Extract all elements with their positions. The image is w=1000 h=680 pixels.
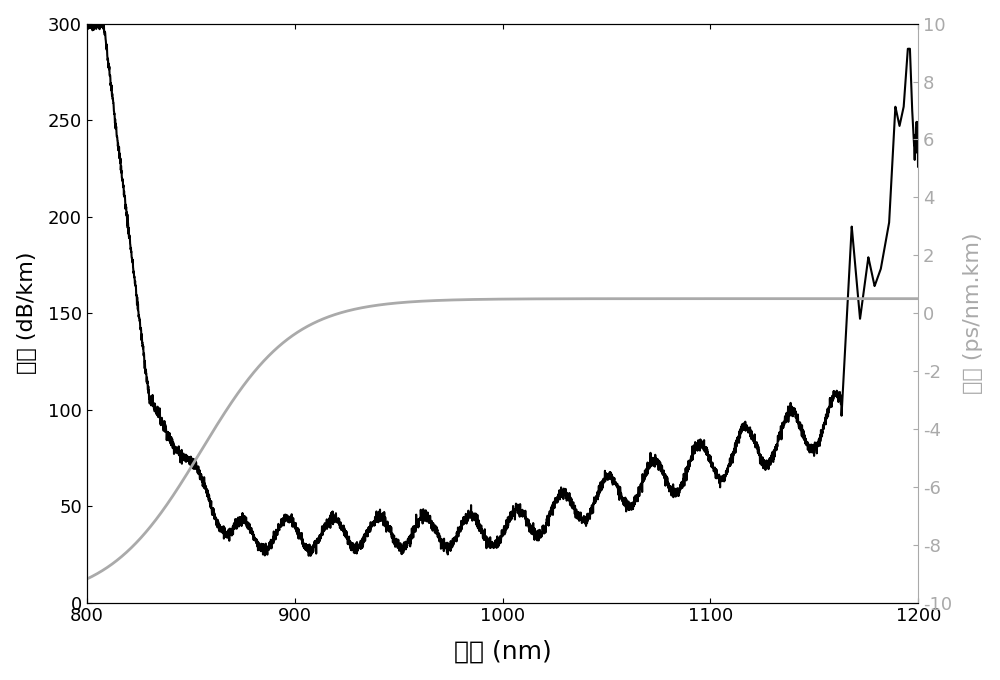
X-axis label: 波长 (nm): 波长 (nm) [454, 639, 551, 663]
Y-axis label: 损耗 (dB/km): 损耗 (dB/km) [17, 252, 37, 375]
Y-axis label: 色散 (ps/nm.km): 色散 (ps/nm.km) [963, 233, 983, 394]
